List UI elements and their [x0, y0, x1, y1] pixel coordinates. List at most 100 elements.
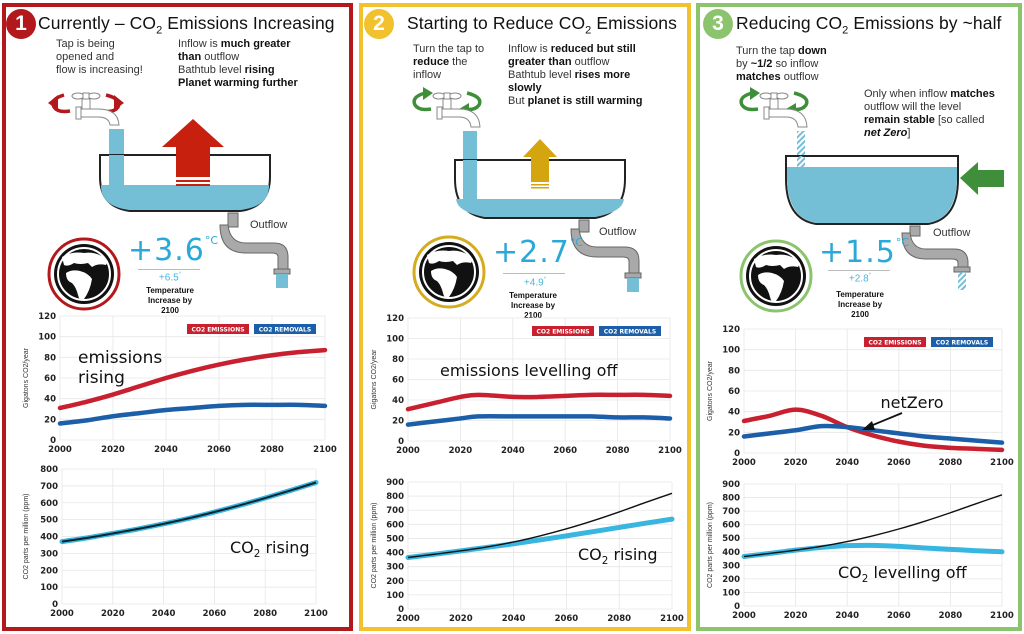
temperature-label-line: Increase by	[147, 296, 193, 305]
x-tick-label: 2100	[990, 611, 1014, 621]
panel-title: Currently – CO2 Emissions Increasing	[38, 13, 335, 37]
bold-text: matches	[950, 88, 995, 100]
bold-text: net Zero	[864, 127, 908, 139]
outflow-pipe-icon	[901, 225, 971, 273]
y-tick-label: 120	[38, 312, 56, 322]
temperature-label-line: 2100	[851, 310, 869, 319]
text: outflow	[201, 51, 240, 63]
baseline-line	[743, 494, 1003, 558]
removals-line	[57, 402, 328, 426]
y-tick-label: 100	[38, 333, 56, 343]
tap-text-line: Tap is being	[56, 38, 115, 50]
co2-ppm-line-outer	[59, 480, 319, 545]
legend-emissions-label: CO2 EMISSIONS	[536, 329, 589, 336]
annotation-text: rising	[260, 538, 309, 557]
temperature-label-line: Increase by	[510, 301, 556, 310]
x-tick-label: 2080	[607, 614, 631, 624]
step-badge-2: 2	[364, 9, 394, 39]
bold-text: than	[178, 51, 202, 63]
tap-text: Tap is being opened and flow is increasi…	[56, 38, 143, 77]
x-tick-label: 2100	[313, 445, 337, 455]
temperature-high: +6.5°	[130, 272, 210, 283]
legend-emissions	[187, 324, 249, 334]
y-tick-label: 0	[398, 605, 404, 615]
outflow-label: Outflow	[933, 227, 971, 239]
text-line: outflow will the level	[864, 101, 995, 114]
netzero-arrowhead	[862, 421, 875, 430]
y-tick-label: 120	[386, 314, 404, 324]
title-text: Emissions by ~half	[848, 13, 1002, 33]
y-tick-label: 60	[728, 387, 740, 397]
panel-reducing-by-half: 3 Reducing CO2 Emissions by ~half Turn t…	[696, 3, 1022, 631]
title-text: Currently – CO	[38, 13, 157, 33]
temperature-main: +1.5°C	[819, 235, 909, 270]
removals-line	[405, 413, 673, 427]
chart-annotation: netZero	[880, 393, 943, 412]
y-tick-label: 300	[386, 563, 404, 573]
x-tick-label: 2040	[154, 445, 178, 455]
temperature-high: +4.9°	[495, 277, 575, 288]
chart-4: 0 100 200 300 400 500 600 700 800 900 2000 2020 2040…	[371, 478, 684, 624]
text: Turn the tap to	[413, 43, 485, 55]
x-tick-label: 2020	[449, 446, 473, 456]
emissions-line	[405, 392, 673, 412]
x-tick-label: 2080	[606, 446, 630, 456]
y-tick-label: 40	[728, 408, 740, 418]
text: outflow	[571, 56, 610, 68]
chart-annotation: CO2 levelling off	[838, 563, 968, 585]
temperature-high: +2.8°	[820, 273, 900, 284]
y-tick-label: 400	[722, 548, 740, 558]
x-tick-label: 2100	[304, 609, 328, 619]
temperature-value: +3.6	[128, 233, 205, 268]
x-tick-label: 2080	[253, 609, 277, 619]
title-text: Reducing CO	[736, 13, 843, 33]
removals-line	[741, 423, 1005, 445]
tap-icon	[71, 92, 120, 126]
title-subscript: 2	[156, 24, 163, 37]
rotate-arrows-icon	[412, 91, 482, 112]
temperature-high-value: +2.8	[848, 273, 869, 285]
y-tick-label: 100	[40, 583, 58, 593]
divider	[503, 273, 565, 274]
y-tick-label: 100	[386, 335, 404, 345]
title-subscript: 2	[842, 24, 849, 37]
text-line: matches outflow	[736, 71, 827, 84]
temperature-label-line: 2100	[161, 306, 179, 315]
bold-text: rises more	[574, 69, 631, 81]
tap-text: Turn the tap to reduce the inflow	[413, 43, 484, 82]
y-tick-label: 400	[386, 549, 404, 559]
netzero-arrow	[867, 412, 903, 428]
x-tick-label: 2100	[660, 614, 684, 624]
step-badge-3: 3	[703, 9, 733, 39]
temperature-main: +2.7°C	[493, 235, 583, 270]
step-badge-1: 1	[6, 9, 36, 39]
description: Inflow is reduced but still greater than …	[508, 43, 643, 108]
outflow-label: Outflow	[599, 226, 637, 238]
x-tick-label: 2020	[449, 614, 473, 624]
y-tick-label: 700	[40, 482, 58, 492]
bold-text: reduce	[413, 56, 450, 68]
y-tick-label: 120	[722, 325, 740, 335]
text-line: than outflow	[178, 51, 298, 64]
text-line: Bathtub level rises more	[508, 69, 643, 82]
chart-annotation: CO2 rising	[578, 545, 658, 567]
text: But	[508, 95, 528, 107]
text: Inflow is	[178, 38, 221, 50]
y-tick-label: 60	[44, 374, 56, 384]
y-tick-label: 200	[722, 575, 740, 585]
tap-text-line: flow is increasing!	[56, 64, 143, 76]
annotation-subscript: 2	[254, 548, 261, 560]
y-tick-label: 0	[50, 436, 56, 446]
text: Turn the tap	[736, 45, 798, 57]
outflow-pipe-icon	[219, 212, 291, 275]
x-tick-label: 2060	[203, 609, 227, 619]
text-line: Turn the tap down	[736, 45, 827, 58]
x-tick-label: 2000	[396, 446, 420, 456]
outflow-stream-hatched	[958, 272, 966, 290]
bold-text: much greater	[220, 38, 291, 50]
x-tick-label: 2080	[260, 445, 284, 455]
y-tick-label: 800	[40, 465, 58, 475]
x-tick-label: 2080	[939, 458, 963, 468]
temperature-unit: °C	[204, 234, 219, 247]
text: Only when inflow	[864, 88, 951, 100]
